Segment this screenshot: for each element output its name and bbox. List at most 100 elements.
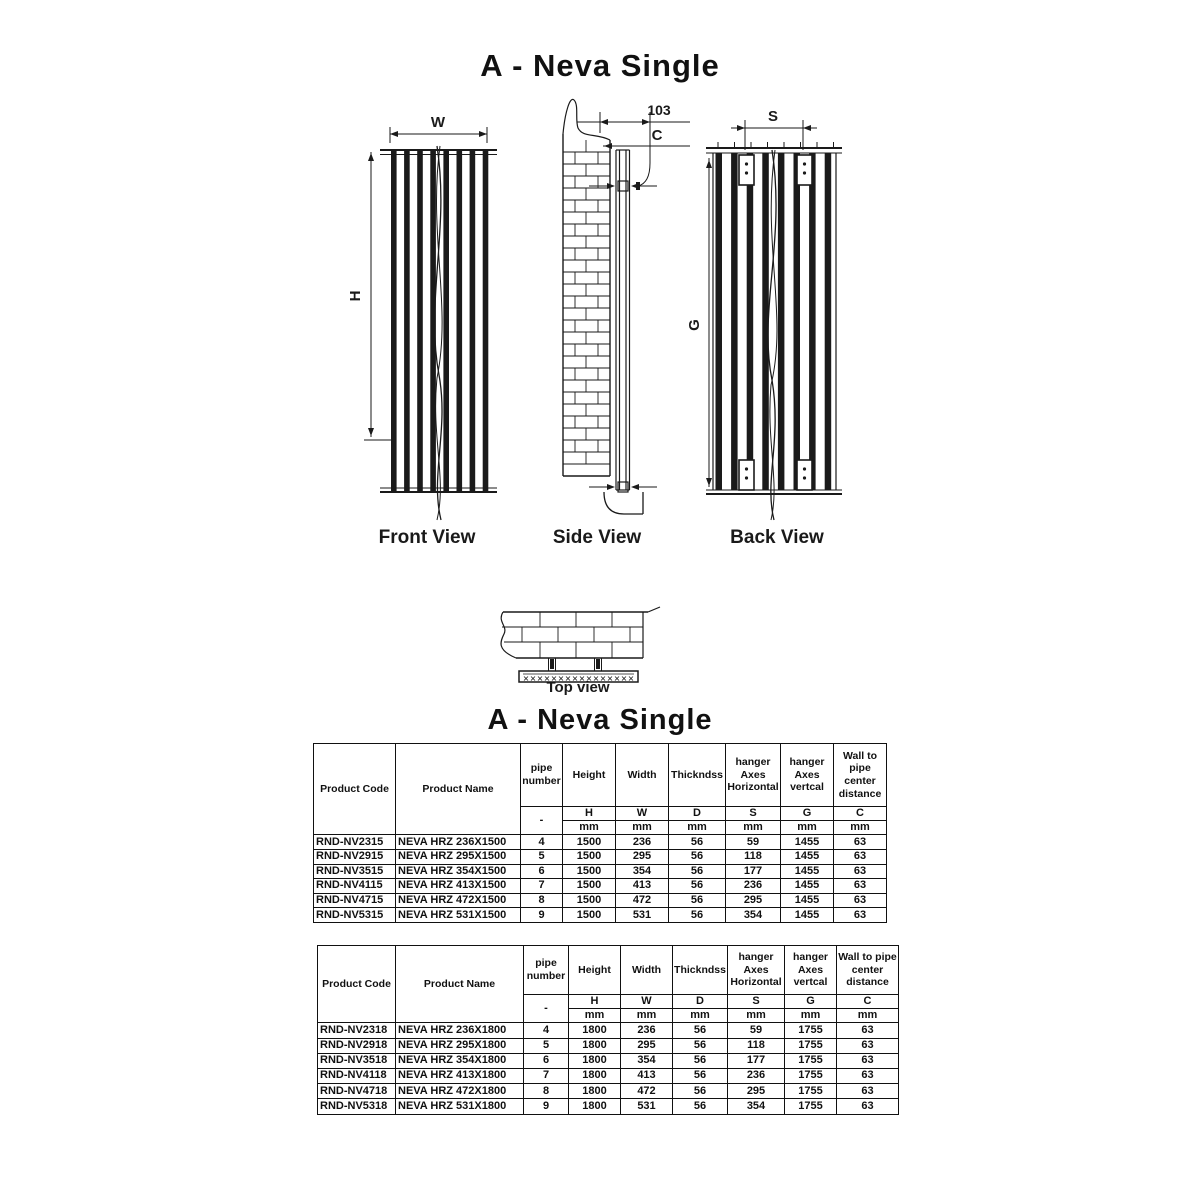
col-header-product-code: Product Code <box>317 944 396 1024</box>
table-cell: 1800 <box>568 1022 621 1039</box>
table-cell: 56 <box>668 834 726 850</box>
dim-label-c: C <box>652 127 663 144</box>
table-cell: 63 <box>836 1083 899 1100</box>
spec-table-1800-body: RND-NV2318 NEVA HRZ 236X1800 4 1800 236 56 59 1… <box>317 1022 899 1115</box>
unit-mm: mm <box>727 1008 785 1024</box>
table-cell: 236 <box>727 1067 785 1085</box>
dim-label-width: W <box>431 114 446 131</box>
table-cell: 1500 <box>562 907 616 923</box>
unit-mm: mm <box>780 820 834 836</box>
unit-mm: mm <box>620 1008 673 1024</box>
table-cell: RND-NV5318 <box>317 1098 396 1115</box>
table-cell: 63 <box>833 892 887 909</box>
table-row: RND-NV4115 NEVA HRZ 413X1500 7 1500 413 56 236… <box>313 878 887 894</box>
table-cell: 56 <box>668 907 726 923</box>
symbol-d: D <box>668 805 726 822</box>
table-cell: NEVA HRZ 236X1500 <box>395 834 521 850</box>
table-cell: 63 <box>836 1022 899 1039</box>
table-cell: 1500 <box>562 848 616 865</box>
table-cell: 1800 <box>568 1098 621 1115</box>
table-cell: 63 <box>833 834 887 850</box>
table-cell: 236 <box>725 878 781 894</box>
table-cell: 1455 <box>780 834 834 850</box>
table-cell: 9 <box>520 907 563 923</box>
back-view-caption: Back View <box>730 527 824 548</box>
table-cell: 56 <box>672 1098 728 1115</box>
table-cell: NEVA HRZ 531X1800 <box>395 1098 524 1115</box>
symbol-g: G <box>784 993 837 1010</box>
symbol-h: H <box>568 993 621 1010</box>
table-cell: 5 <box>523 1037 569 1054</box>
table-cell: 56 <box>668 863 726 880</box>
table-cell: 295 <box>725 892 781 909</box>
symbol-dash: - <box>523 993 569 1024</box>
table-cell: 531 <box>620 1098 673 1115</box>
table-cell: 354 <box>727 1098 785 1115</box>
unit-mm: mm <box>562 820 616 836</box>
table-cell: 413 <box>620 1067 673 1085</box>
table-cell: NEVA HRZ 531X1500 <box>395 907 521 923</box>
table-cell: 295 <box>727 1083 785 1100</box>
table-cell: 56 <box>672 1037 728 1054</box>
table-cell: NEVA HRZ 295X1800 <box>395 1037 524 1054</box>
col-header-pipe-number: pipe number <box>523 945 569 995</box>
table-cell: 1800 <box>568 1067 621 1085</box>
table-cell: RND-NV4715 <box>313 892 396 909</box>
spec-table-1500-container: Product Code Product Name pipe number He… <box>313 742 887 923</box>
table-row: RND-NV4718 NEVA HRZ 472X1800 8 1800 472 56 295… <box>317 1083 899 1100</box>
table-cell: RND-NV2918 <box>317 1037 396 1054</box>
dim-value-103: 103 <box>647 102 671 118</box>
symbol-s: S <box>725 805 781 822</box>
table-cell: 1800 <box>568 1037 621 1054</box>
table-row: RND-NV5315 NEVA HRZ 531X1500 9 1500 531 56 354… <box>313 907 887 923</box>
unit-mm: mm <box>784 1008 837 1024</box>
table-cell: RND-NV2315 <box>313 834 396 850</box>
table-cell: 63 <box>833 907 887 923</box>
table-cell: 1800 <box>568 1083 621 1100</box>
table-row: RND-NV2918 NEVA HRZ 295X1800 5 1800 295 56 118… <box>317 1037 899 1054</box>
unit-mm: mm <box>836 1008 899 1024</box>
table-row: RND-NV4118 NEVA HRZ 413X1800 7 1800 413 56 236… <box>317 1067 899 1085</box>
table-cell: RND-NV5315 <box>313 907 396 923</box>
table-cell: 4 <box>520 834 563 850</box>
table-cell: 177 <box>725 863 781 880</box>
table-row: RND-NV4715 NEVA HRZ 472X1500 8 1500 472 56 295… <box>313 892 887 909</box>
table-cell: 9 <box>523 1098 569 1115</box>
table-cell: RND-NV2318 <box>317 1022 396 1039</box>
table-row: RND-NV5318 NEVA HRZ 531X1800 9 1800 531 56 354… <box>317 1098 899 1115</box>
table-cell: 56 <box>672 1052 728 1069</box>
top-view-drawing <box>500 606 661 683</box>
spec-table-1800: Product Code Product Name pipe number He… <box>317 944 899 1115</box>
table-cell: NEVA HRZ 472X1500 <box>395 892 521 909</box>
symbol-d: D <box>672 993 728 1010</box>
unit-mm: mm <box>833 820 887 836</box>
table-cell: 8 <box>523 1083 569 1100</box>
col-header-pipe-number: pipe number <box>520 743 563 807</box>
symbol-h: H <box>562 805 616 822</box>
table-cell: 5 <box>520 848 563 865</box>
table-cell: 413 <box>615 878 669 894</box>
table-cell: 63 <box>836 1037 899 1054</box>
top-view-caption: Top view <box>546 679 609 696</box>
col-header-hanger-horizontal: hanger Axes Horizontal <box>727 945 785 995</box>
table-cell: 295 <box>615 848 669 865</box>
table-cell: 59 <box>727 1022 785 1039</box>
table-row: RND-NV3518 NEVA HRZ 354X1800 6 1800 354 56 177… <box>317 1052 899 1069</box>
table-cell: 63 <box>836 1067 899 1085</box>
table-cell: 295 <box>620 1037 673 1054</box>
col-header-hanger-vertical: hanger Axes vertcal <box>780 743 834 807</box>
table-cell: 1455 <box>780 878 834 894</box>
table-cell: 63 <box>836 1098 899 1115</box>
side-view-caption: Side View <box>553 527 642 548</box>
table-cell: 354 <box>615 863 669 880</box>
table-cell: 56 <box>668 892 726 909</box>
table-cell: 1755 <box>784 1022 837 1039</box>
unit-mm: mm <box>672 1008 728 1024</box>
symbol-w: W <box>620 993 673 1010</box>
table-cell: 1500 <box>562 863 616 880</box>
dim-label-height: H <box>347 291 364 302</box>
table-cell: 8 <box>520 892 563 909</box>
dim-label-g: G <box>686 319 703 331</box>
